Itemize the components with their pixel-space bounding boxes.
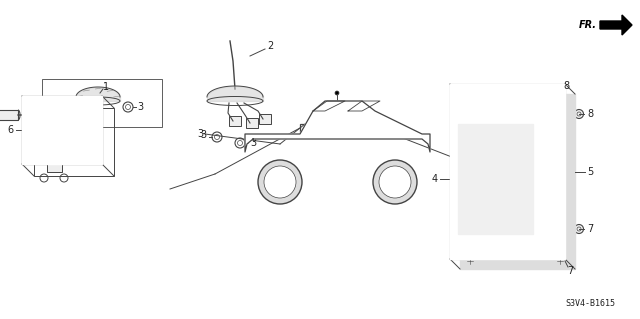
Circle shape [25, 99, 33, 107]
Bar [32, 119, 62, 134]
Bar [47, 164, 62, 172]
Bar [368, 124, 377, 132]
Circle shape [74, 133, 86, 145]
Circle shape [264, 166, 296, 198]
Text: 8: 8 [563, 81, 569, 91]
Circle shape [456, 92, 465, 100]
Circle shape [86, 133, 98, 145]
Text: 3: 3 [200, 130, 206, 140]
Bar [460, 94, 575, 269]
Bar [450, 84, 565, 259]
Bar [450, 189, 458, 204]
Circle shape [335, 91, 339, 95]
Bar [450, 159, 458, 174]
Circle shape [25, 153, 33, 161]
Text: FR.: FR. [579, 20, 597, 30]
Circle shape [258, 160, 302, 204]
Bar [22, 96, 102, 164]
Text: 8: 8 [587, 109, 593, 119]
Bar [300, 124, 309, 132]
Bar [0, 110, 18, 120]
Circle shape [91, 99, 99, 107]
Polygon shape [245, 101, 430, 152]
Bar [72, 129, 97, 149]
Text: 7: 7 [567, 266, 573, 276]
Text: 3: 3 [197, 129, 203, 139]
Text: 3: 3 [250, 138, 256, 148]
Circle shape [379, 166, 411, 198]
Text: 4: 4 [432, 174, 438, 184]
Polygon shape [600, 15, 632, 35]
Bar [229, 116, 241, 126]
Circle shape [575, 109, 584, 118]
Polygon shape [22, 96, 102, 164]
Text: 3: 3 [137, 102, 143, 112]
Text: 2: 2 [267, 41, 273, 51]
Polygon shape [458, 124, 533, 234]
Circle shape [91, 153, 99, 161]
Circle shape [550, 92, 559, 100]
Text: 7: 7 [587, 224, 593, 234]
Bar [34, 108, 114, 176]
Bar [458, 124, 533, 234]
Text: 1: 1 [103, 82, 109, 92]
Bar [259, 114, 271, 124]
Circle shape [556, 256, 564, 265]
Bar [246, 118, 258, 128]
Polygon shape [450, 84, 565, 259]
Bar [42, 79, 162, 127]
Text: 5: 5 [587, 167, 593, 177]
Circle shape [465, 256, 474, 265]
Circle shape [575, 225, 584, 234]
Text: 6: 6 [8, 125, 14, 135]
Polygon shape [460, 94, 575, 269]
Text: S3V4-B1615: S3V4-B1615 [565, 299, 615, 308]
Circle shape [373, 160, 417, 204]
